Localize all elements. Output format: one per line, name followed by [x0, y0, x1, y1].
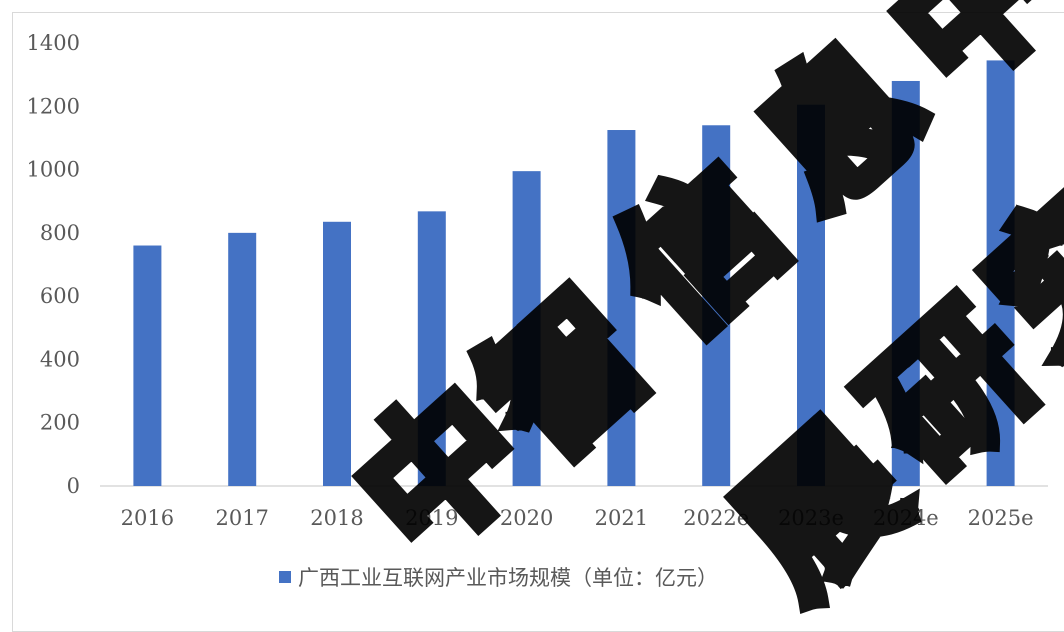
x-tick-label: 2023e	[778, 506, 844, 530]
x-tick-label: 2025e	[968, 506, 1034, 530]
x-tick-label: 2021	[595, 506, 648, 530]
chart-canvas: 0 200 400 600 800 1000 1200 1400 2016 2017 2018 20…	[12, 0, 1064, 632]
y-tick-label: 1000	[27, 158, 80, 182]
x-tick-label: 2016	[121, 506, 174, 530]
bar-2021	[607, 130, 636, 486]
x-tick-label: 2022e	[683, 506, 749, 530]
x-tick-label: 2019	[405, 506, 458, 530]
bar-2024e	[891, 80, 920, 486]
y-tick-label: 600	[40, 284, 80, 308]
y-axis: 0 200 400 600 800 1000 1200 1400	[27, 31, 80, 498]
y-tick-label: 1200	[27, 94, 80, 118]
bar-2018	[323, 221, 351, 486]
legend: 广西工业互联网产业市场规模（单位：亿元）	[279, 566, 718, 590]
y-tick-label: 0	[67, 474, 80, 498]
bar-2023e	[797, 104, 825, 486]
bar-2025e	[986, 60, 1015, 487]
bar-2020	[512, 171, 541, 486]
legend-label: 广西工业互联网产业市场规模（单位：亿元）	[298, 566, 718, 590]
y-tick-label: 1400	[27, 31, 80, 55]
bar-2016	[133, 245, 162, 486]
y-tick-label: 200	[40, 411, 80, 435]
bar-2022e	[702, 125, 731, 487]
y-tick-label: 400	[40, 347, 80, 371]
bars	[133, 60, 1015, 487]
x-tick-label: 2018	[310, 506, 363, 530]
bar-2017	[228, 232, 257, 486]
x-tick-label: 2024e	[873, 506, 939, 530]
y-tick-label: 800	[40, 221, 80, 245]
x-tick-label: 2020	[500, 506, 553, 530]
bar-2019	[417, 211, 446, 486]
x-axis: 2016 2017 2018 2019 2020 2021 2022e 2023e 2024e 2…	[121, 506, 1034, 530]
legend-swatch	[279, 571, 291, 583]
x-tick-label: 2017	[215, 506, 268, 530]
